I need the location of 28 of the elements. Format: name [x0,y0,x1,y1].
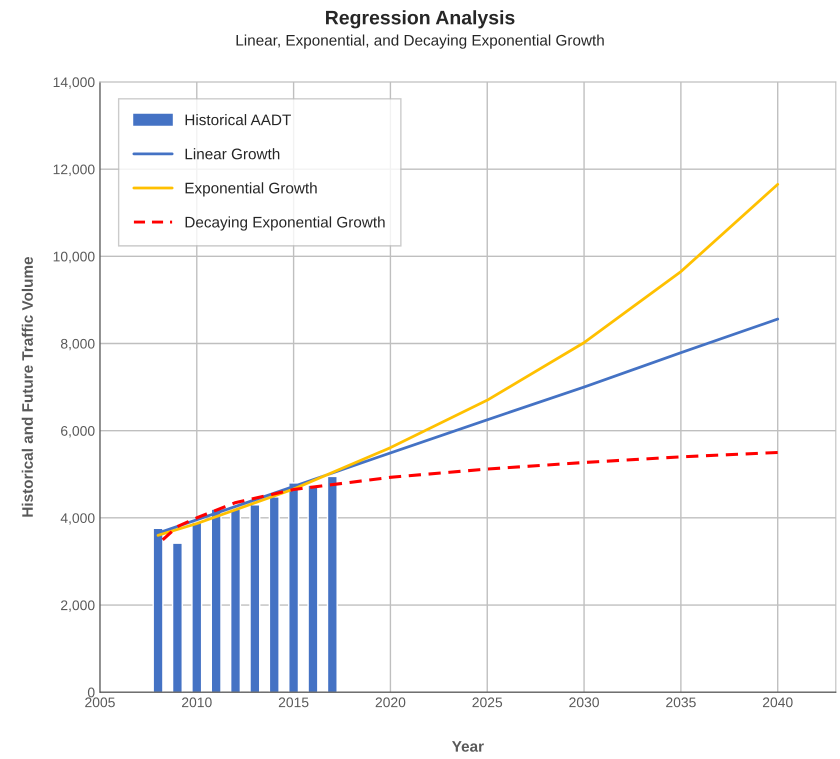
x-tick-label: 2010 [182,697,212,708]
legend-label: Exponential Growth [186,182,317,196]
y-tick-label: 10,000 [54,252,95,264]
x-tick-label: 2030 [569,697,599,708]
x-axis-title: Year [452,741,484,752]
x-tick-label: 2025 [472,697,502,708]
x-tick-label: 2005 [85,697,115,708]
bar [249,504,260,692]
x-tick-label: 2040 [762,697,793,708]
y-axis-title: Historical and Future Traffic Volume [22,257,33,517]
legend-label: Linear Growth [186,148,280,160]
legend-label: Historical AADT [186,114,291,126]
y-tick-label: 14,000 [54,77,95,89]
chart-title: Regression Analysis [326,10,514,28]
y-tick-label: 4,000 [60,513,95,525]
y-tick-label: 0 [88,688,95,698]
legend-label: Decaying Exponential Growth [186,216,385,231]
y-tick-label: 12,000 [54,164,95,176]
bar [268,496,280,692]
y-tick-label: 8,000 [60,338,95,350]
x-tick-label: 2035 [666,697,696,708]
y-tick-label: 2,000 [61,600,95,612]
bar [307,484,318,692]
bar [172,542,183,692]
x-tick-label: 2015 [278,697,308,708]
x-tick-label: 2020 [376,697,406,708]
chart-subtitle: Linear, Exponential, and Decaying Exponential Growth [236,34,604,49]
y-tick-label: 6,000 [61,426,95,438]
